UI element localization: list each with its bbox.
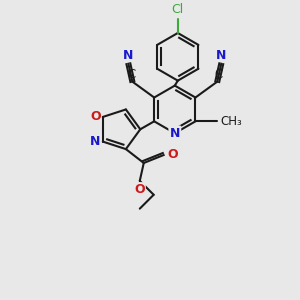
Text: N: N	[216, 49, 226, 62]
Text: C: C	[214, 68, 222, 81]
Text: N: N	[90, 135, 100, 148]
Text: O: O	[168, 148, 178, 160]
Text: Cl: Cl	[172, 3, 184, 16]
Text: N: N	[169, 127, 180, 140]
Text: O: O	[90, 110, 101, 122]
Text: C: C	[127, 68, 136, 81]
Text: O: O	[134, 183, 145, 196]
Text: N: N	[123, 49, 134, 62]
Text: CH₃: CH₃	[220, 115, 242, 128]
